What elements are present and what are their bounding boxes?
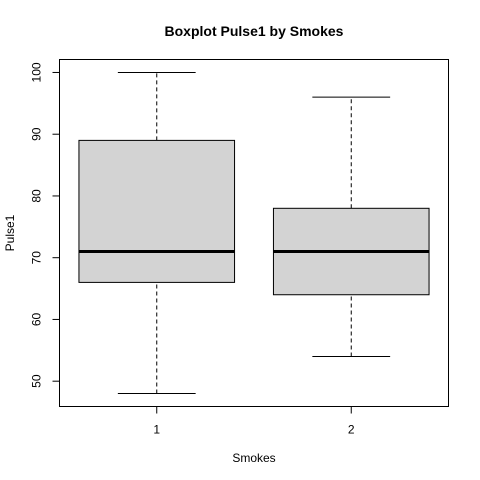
y-tick-label-90: 90 bbox=[30, 127, 44, 141]
boxes-layer bbox=[78, 71, 430, 395]
y-axis: 50 60 70 80 90 100 bbox=[30, 62, 60, 388]
y-tick-label-100: 100 bbox=[30, 62, 44, 82]
y-axis-label: Pulse1 bbox=[3, 214, 17, 251]
y-tick-label-50: 50 bbox=[30, 374, 44, 388]
y-tick-label-80: 80 bbox=[30, 189, 44, 203]
chart-title: Boxplot Pulse1 by Smokes bbox=[165, 23, 344, 39]
x-axis-label: Smokes bbox=[232, 451, 275, 465]
box-2 bbox=[272, 96, 430, 357]
x-tick-label-2: 2 bbox=[348, 423, 355, 437]
y-tick-label-60: 60 bbox=[30, 312, 44, 326]
box-1-iqr-box bbox=[78, 139, 236, 283]
x-tick-label-1: 1 bbox=[153, 423, 160, 437]
y-tick-label-70: 70 bbox=[30, 251, 44, 265]
box-1 bbox=[78, 71, 236, 395]
